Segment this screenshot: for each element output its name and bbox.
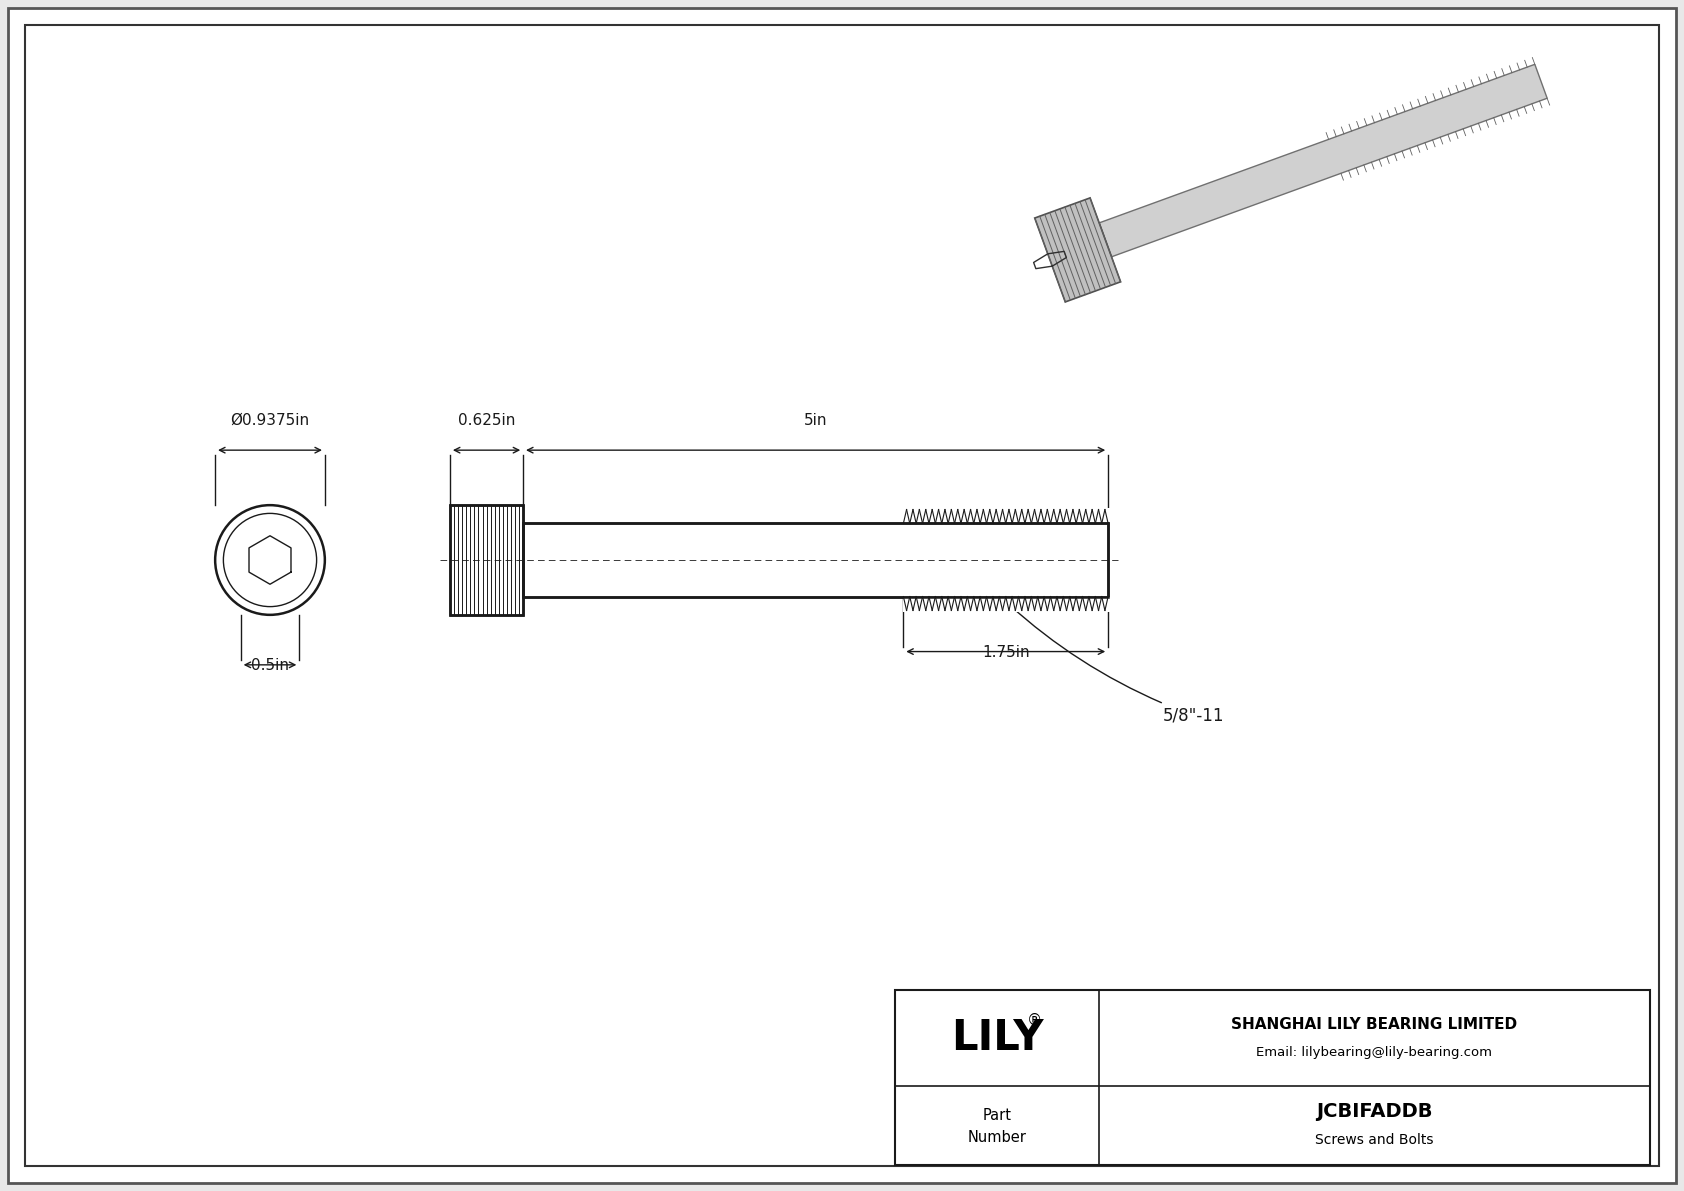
Text: Email: lilybearing@lily-bearing.com: Email: lilybearing@lily-bearing.com (1256, 1046, 1492, 1059)
Polygon shape (1100, 64, 1548, 257)
Text: 1.75in: 1.75in (982, 644, 1029, 660)
Text: Ø0.9375in: Ø0.9375in (231, 413, 310, 428)
Text: 0.5in: 0.5in (251, 657, 290, 673)
Text: Part: Part (982, 1108, 1012, 1123)
Polygon shape (1034, 198, 1120, 303)
Bar (903, 507, 1110, 523)
Bar (450, 505, 524, 615)
Circle shape (224, 513, 317, 606)
Text: 5/8"-11: 5/8"-11 (1009, 605, 1224, 724)
Text: 5in: 5in (803, 413, 827, 428)
Text: ®: ® (1027, 1012, 1042, 1028)
Bar (450, 505, 524, 615)
Text: SHANGHAI LILY BEARING LIMITED: SHANGHAI LILY BEARING LIMITED (1231, 1017, 1517, 1031)
Text: Number: Number (968, 1130, 1026, 1145)
Text: 0.625in: 0.625in (458, 413, 515, 428)
Bar (524, 523, 1108, 597)
Text: LILY: LILY (951, 1017, 1042, 1059)
Bar (894, 990, 1650, 1165)
Bar (524, 523, 1108, 597)
Circle shape (216, 505, 325, 615)
Text: Screws and Bolts: Screws and Bolts (1315, 1133, 1433, 1147)
Bar (903, 597, 1110, 612)
Text: JCBIFADDB: JCBIFADDB (1317, 1102, 1433, 1121)
